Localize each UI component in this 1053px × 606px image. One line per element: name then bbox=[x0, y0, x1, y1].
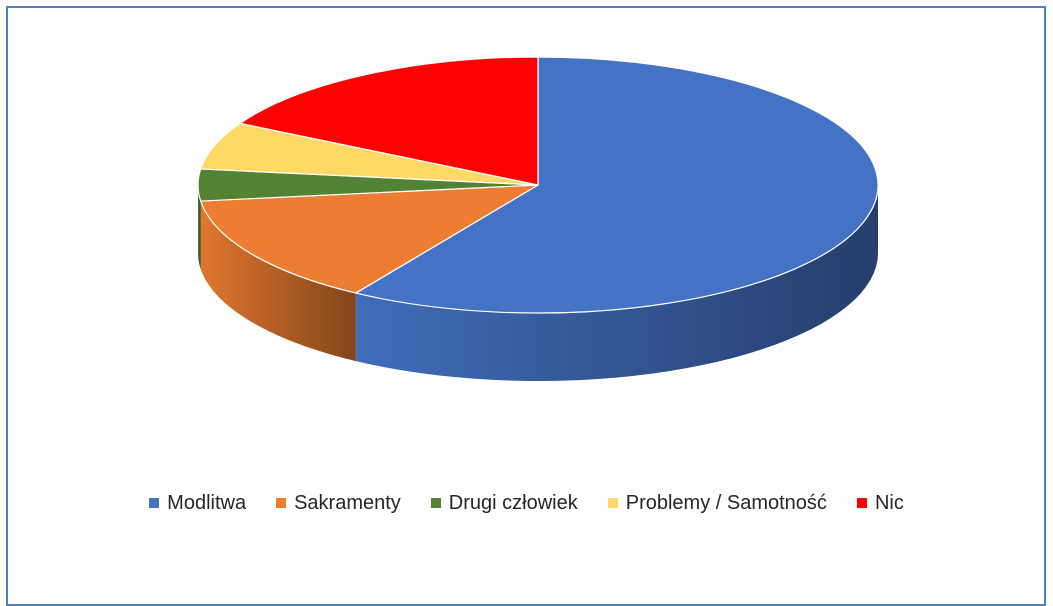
legend-swatch-nic bbox=[856, 498, 867, 508]
legend-swatch-sakramenty bbox=[276, 498, 287, 508]
pie-slice-modlitwa bbox=[355, 56, 879, 314]
legend-item-modlitwa: Modlitwa bbox=[149, 492, 246, 515]
pie-slices bbox=[197, 56, 879, 381]
pie-slice-problemy-samotnosc bbox=[200, 122, 539, 186]
pie-side-shade-sakramenty bbox=[200, 201, 356, 362]
pie-slice-sakramenty bbox=[200, 184, 539, 294]
legend-item-nic: Nic bbox=[856, 491, 904, 515]
legend-item-problemy-samotnosc: Problemy / Samotność bbox=[607, 491, 827, 515]
legend-item-sakramenty: Sakramenty bbox=[276, 492, 401, 515]
legend-item-drugi-czlowiek: Drugi człowiek bbox=[430, 491, 578, 515]
legend-label-problemy-samotnosc: Problemy / Samotność bbox=[625, 491, 827, 514]
pie-slice-nic bbox=[239, 56, 539, 186]
pie-side-shade-drugi-czlowiek bbox=[198, 185, 201, 270]
legend-label-drugi-czlowiek: Drugi człowiek bbox=[448, 491, 578, 514]
legend-label-modlitwa: Modlitwa bbox=[167, 491, 247, 514]
legend-swatch-drugi-czlowiek bbox=[430, 498, 441, 508]
legend-swatch-modlitwa bbox=[149, 498, 160, 508]
legend-label-nic: Nic bbox=[874, 491, 904, 514]
chart-legend: Modlitwa Sakramenty Drugi człowiek Probl… bbox=[0, 488, 1053, 518]
pie-chart bbox=[197, 56, 879, 381]
legend-label-sakramenty: Sakramenty bbox=[294, 491, 401, 514]
legend-swatch-problemy-samotnosc bbox=[607, 498, 618, 508]
pie-side-shade-modlitwa bbox=[355, 185, 878, 381]
